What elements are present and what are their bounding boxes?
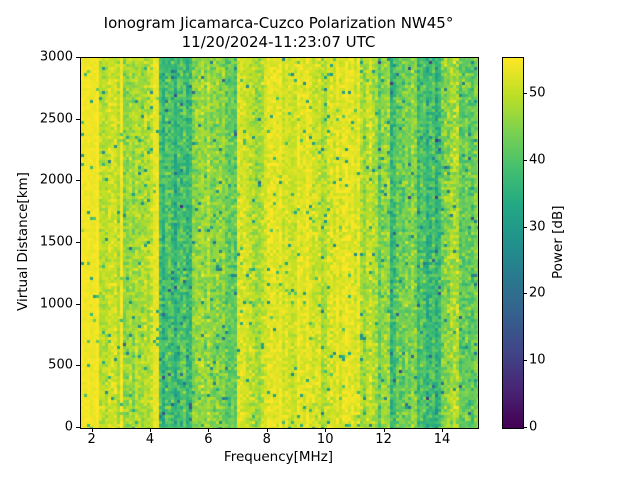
colorbar-tick-label: 40	[529, 152, 546, 168]
x-tick-mark	[266, 428, 268, 432]
x-tick-label: 8	[262, 432, 271, 447]
y-tick-mark	[76, 365, 80, 367]
y-tick-label: 3000	[39, 49, 73, 65]
x-tick-mark	[383, 428, 385, 432]
x-axis-label: Frequency[MHz]	[223, 449, 334, 465]
title-block: Ionogram Jicamarca-Cuzco Polarization NW…	[80, 14, 477, 52]
x-tick-label: 10	[316, 432, 334, 447]
colorbar-tick-label: 20	[529, 285, 546, 301]
y-tick-label: 500	[48, 357, 73, 373]
y-tick-mark	[76, 303, 80, 305]
x-tick-mark	[91, 428, 93, 432]
y-tick-mark	[76, 427, 80, 428]
x-tick-mark	[150, 428, 152, 432]
colorbar-tick-label: 30	[529, 219, 546, 235]
chart-subtitle: 11/20/2024-11:23:07 UTC	[181, 33, 376, 51]
x-tick-label: 12	[375, 432, 392, 447]
colorbar-tick-label: 10	[529, 352, 546, 368]
ionogram-heatmap	[81, 58, 478, 428]
y-tick-mark	[76, 242, 80, 243]
colorbar-tick-mark	[523, 93, 527, 95]
x-tick-label: 6	[204, 432, 213, 447]
y-axis-label: Virtual Distance[km]	[15, 172, 31, 312]
x-tick-label: 4	[145, 432, 155, 447]
y-tick-mark	[76, 118, 80, 120]
x-tick-label: 14	[433, 432, 451, 447]
colorbar-tick-mark	[523, 226, 527, 228]
x-tick-mark	[208, 428, 210, 432]
x-tick-mark	[441, 428, 443, 432]
y-tick-label: 2500	[39, 111, 73, 127]
x-tick-mark	[325, 428, 327, 432]
plot-area	[80, 57, 479, 429]
colorbar-label: Power [dB]	[550, 205, 566, 279]
chart-title: Ionogram Jicamarca-Cuzco Polarization NW…	[103, 14, 454, 32]
x-tick-label: 2	[87, 432, 96, 447]
y-tick-label: 1000	[39, 296, 73, 312]
y-tick-label: 2000	[39, 172, 73, 188]
colorbar-tick-label: 0	[529, 419, 538, 435]
colorbar-gradient	[503, 58, 523, 428]
y-tick-mark	[76, 180, 80, 182]
y-tick-label: 1500	[39, 234, 73, 250]
colorbar-tick-mark	[523, 360, 527, 362]
colorbar-tick-mark	[523, 427, 527, 428]
colorbar-tick-mark	[523, 159, 527, 161]
colorbar-tick-mark	[523, 293, 527, 295]
colorbar-tick-label: 50	[529, 85, 546, 101]
y-tick-label: 0	[64, 419, 73, 435]
colorbar	[502, 57, 524, 429]
y-tick-mark	[76, 57, 80, 58]
